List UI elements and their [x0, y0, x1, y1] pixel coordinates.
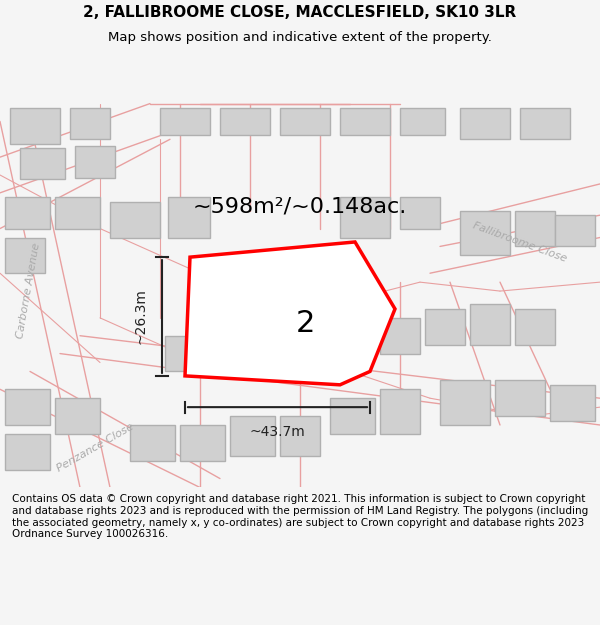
- Polygon shape: [515, 211, 555, 246]
- Polygon shape: [55, 198, 100, 229]
- Polygon shape: [230, 416, 275, 456]
- Polygon shape: [110, 202, 160, 238]
- Text: ~43.7m: ~43.7m: [250, 425, 305, 439]
- Polygon shape: [460, 108, 510, 139]
- Text: Penzance Close: Penzance Close: [55, 421, 135, 473]
- Polygon shape: [220, 108, 270, 135]
- Text: 2, FALLIBROOME CLOSE, MACCLESFIELD, SK10 3LR: 2, FALLIBROOME CLOSE, MACCLESFIELD, SK10…: [83, 5, 517, 20]
- Polygon shape: [220, 331, 265, 371]
- Polygon shape: [180, 425, 225, 461]
- Text: ~26.3m: ~26.3m: [133, 289, 147, 344]
- Polygon shape: [5, 389, 50, 425]
- Polygon shape: [460, 211, 510, 256]
- Polygon shape: [380, 389, 420, 434]
- Polygon shape: [400, 108, 445, 135]
- Polygon shape: [380, 318, 420, 354]
- Polygon shape: [5, 434, 50, 469]
- Polygon shape: [55, 398, 100, 434]
- Text: 2: 2: [296, 309, 316, 338]
- Text: Map shows position and indicative extent of the property.: Map shows position and indicative extent…: [108, 31, 492, 44]
- Polygon shape: [280, 416, 320, 456]
- Polygon shape: [185, 242, 395, 385]
- Polygon shape: [470, 304, 510, 344]
- Polygon shape: [550, 385, 595, 421]
- Polygon shape: [160, 108, 210, 135]
- Text: Fallibroome Close: Fallibroome Close: [472, 220, 568, 264]
- Polygon shape: [515, 309, 555, 344]
- Polygon shape: [270, 327, 310, 362]
- Polygon shape: [168, 198, 210, 238]
- Polygon shape: [280, 108, 330, 135]
- Polygon shape: [555, 215, 595, 246]
- Polygon shape: [340, 108, 390, 135]
- Polygon shape: [20, 148, 65, 179]
- Polygon shape: [165, 336, 210, 371]
- Polygon shape: [5, 238, 45, 273]
- Text: Carborne Avenue: Carborne Avenue: [14, 242, 41, 340]
- Polygon shape: [400, 198, 440, 229]
- Polygon shape: [5, 198, 50, 229]
- Polygon shape: [10, 108, 60, 144]
- Polygon shape: [130, 425, 175, 461]
- Polygon shape: [425, 309, 465, 344]
- Polygon shape: [495, 381, 545, 416]
- Text: Contains OS data © Crown copyright and database right 2021. This information is : Contains OS data © Crown copyright and d…: [12, 494, 588, 539]
- Polygon shape: [440, 381, 490, 425]
- Polygon shape: [330, 398, 375, 434]
- Polygon shape: [340, 198, 390, 238]
- Text: ~598m²/~0.148ac.: ~598m²/~0.148ac.: [193, 196, 407, 216]
- Polygon shape: [75, 146, 115, 177]
- Polygon shape: [520, 108, 570, 139]
- Polygon shape: [70, 108, 110, 139]
